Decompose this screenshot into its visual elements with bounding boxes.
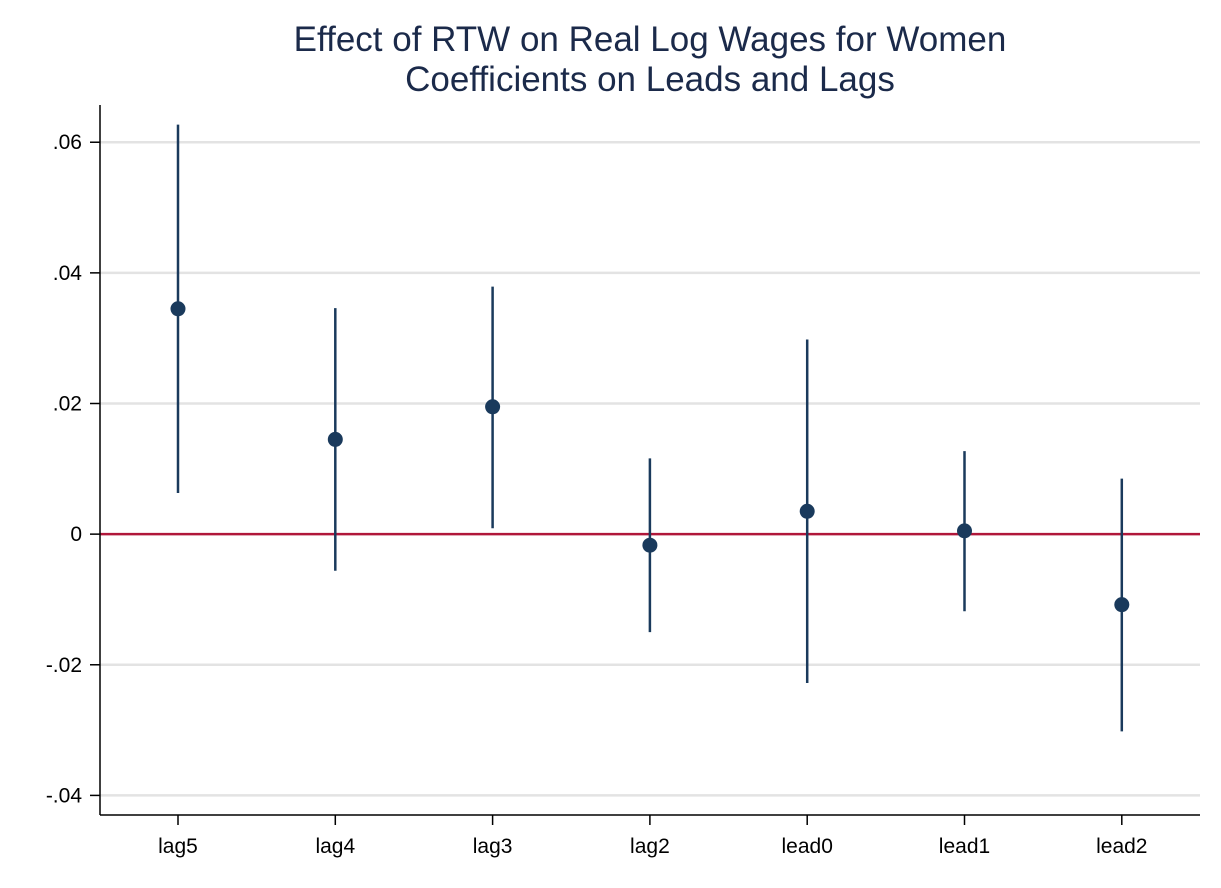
chart-title-block: Effect of RTW on Real Log Wages for Wome…: [0, 20, 1221, 100]
coefficient-point: [1114, 597, 1130, 613]
confidence-intervals: [176, 124, 1124, 732]
coefficient-point: [485, 399, 501, 415]
coefficient-point: [957, 523, 972, 539]
x-tick-label: lag2: [630, 835, 670, 858]
coefficient-point: [170, 301, 186, 317]
coefficient-point: [799, 503, 815, 519]
y-tick-label: .06: [53, 131, 82, 154]
tick-labels: .06 .04 .02 0 -.02 -.04 lag5 lag4 lag3 lag2 lead0 l…: [46, 131, 1148, 858]
coefficient-points: [170, 301, 1130, 613]
x-tick-label: lead0: [782, 835, 833, 858]
y-tick-label: -.02: [46, 654, 82, 677]
x-tick-label: lag4: [315, 835, 355, 858]
gridlines: [100, 140, 1200, 797]
coefficient-point: [642, 537, 658, 553]
y-tick-label: .04: [53, 262, 83, 285]
chart-subtitle: Coefficients on Leads and Lags: [405, 60, 895, 99]
coefficient-point: [327, 431, 343, 447]
chart-title: Effect of RTW on Real Log Wages for Wome…: [293, 20, 1007, 59]
x-tick-label: lead2: [1096, 835, 1147, 858]
y-tick-label: 0: [70, 523, 82, 546]
y-tick-label: .02: [53, 393, 82, 416]
axes: [90, 105, 1200, 825]
x-tick-label: lag5: [158, 835, 198, 858]
x-tick-label: lag3: [473, 835, 513, 858]
y-tick-label: -.04: [46, 784, 83, 807]
x-tick-label: lead1: [939, 835, 990, 858]
